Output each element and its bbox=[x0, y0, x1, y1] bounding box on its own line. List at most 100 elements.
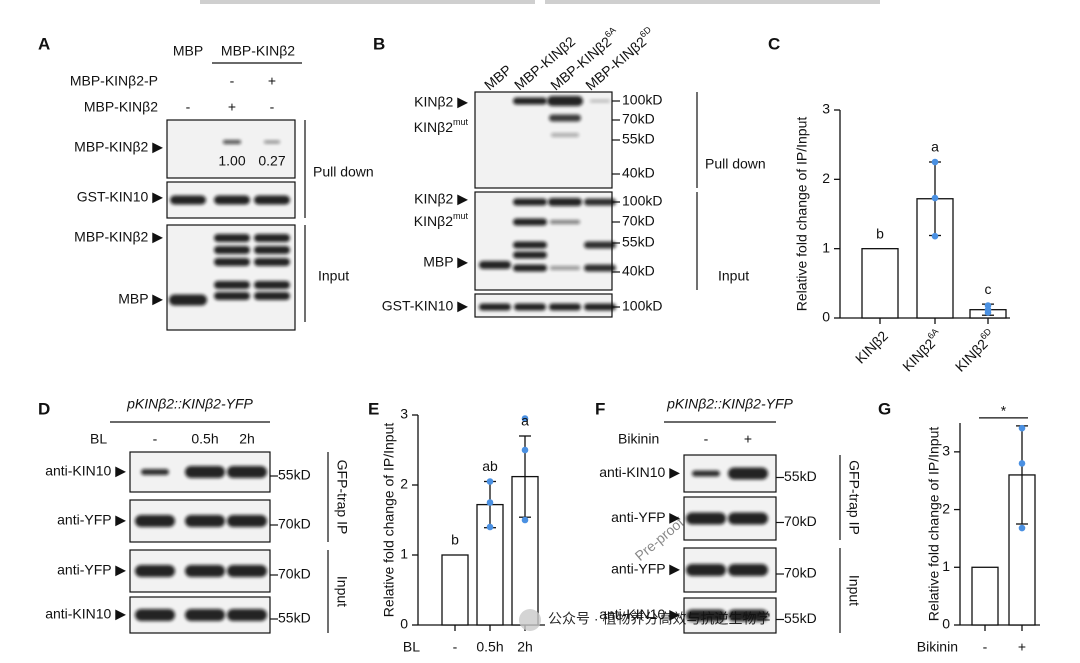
watermark-icon bbox=[519, 609, 541, 631]
quantification: 1.00 bbox=[218, 153, 245, 169]
band bbox=[185, 609, 225, 621]
bracket-label: GFP-trap IP bbox=[334, 460, 350, 535]
condition-label: + bbox=[744, 431, 752, 447]
band bbox=[548, 198, 582, 206]
mw-label: 70kD bbox=[278, 566, 311, 582]
blot-label-sup: mut bbox=[453, 117, 469, 127]
data-point bbox=[521, 415, 529, 422]
band bbox=[549, 114, 581, 122]
band bbox=[514, 303, 546, 311]
row-mark: + bbox=[268, 73, 276, 89]
band bbox=[223, 140, 241, 144]
band bbox=[479, 261, 511, 269]
blot-label: KINβ2mut bbox=[414, 117, 469, 134]
y-tick-label: 3 bbox=[822, 101, 830, 117]
band bbox=[169, 294, 207, 306]
band bbox=[185, 515, 225, 527]
mw-label: 100kD bbox=[622, 193, 662, 209]
band bbox=[513, 218, 547, 226]
band bbox=[214, 246, 250, 254]
band bbox=[728, 609, 768, 622]
band bbox=[254, 246, 290, 254]
mw-label: 55kD bbox=[278, 467, 311, 483]
y-tick-label: 2 bbox=[822, 170, 830, 186]
y-tick-label: 3 bbox=[400, 406, 408, 422]
band bbox=[214, 281, 250, 289]
blot bbox=[166, 119, 296, 179]
panel-label: E bbox=[368, 399, 379, 418]
y-tick-label: 1 bbox=[942, 558, 950, 574]
bar bbox=[441, 554, 469, 626]
blot-label: GST-KIN10 ▶ bbox=[382, 298, 468, 314]
mw-label: 55kD bbox=[784, 468, 817, 484]
significance-letter: b bbox=[876, 225, 884, 241]
blot-label: anti-KIN10 ▶ bbox=[599, 606, 680, 622]
blot-label: MBP ▶ bbox=[423, 254, 468, 270]
top-rule bbox=[200, 0, 535, 4]
significance-letter: b bbox=[451, 532, 459, 548]
mw-label: 70kD bbox=[622, 213, 655, 229]
y-axis-label: Relative fold change of IP/Input bbox=[381, 423, 397, 618]
x-tick-label-base: KINβ2 bbox=[852, 327, 891, 366]
blot-label: anti-KIN10 ▶ bbox=[45, 463, 126, 479]
band bbox=[214, 292, 250, 300]
blot-label: anti-KIN10 ▶ bbox=[599, 464, 680, 480]
treatment-label: Bikinin bbox=[618, 431, 659, 447]
y-axis-label: Relative fold change of IP/Input bbox=[926, 427, 942, 622]
band bbox=[185, 466, 225, 478]
column-label: MBP bbox=[173, 43, 203, 59]
row-mark: + bbox=[228, 99, 236, 115]
panel-label: C bbox=[768, 34, 780, 53]
data-point bbox=[521, 516, 529, 524]
quantification: 0.27 bbox=[258, 153, 285, 169]
watermark: 公众号 · 植物养分高效与抗逆生物学 bbox=[548, 611, 770, 627]
band bbox=[227, 609, 267, 621]
blot-label-sup: mut bbox=[453, 211, 469, 221]
condition-label: 2h bbox=[239, 431, 255, 447]
blot-label: anti-YFP ▶ bbox=[611, 561, 680, 577]
data-point bbox=[984, 309, 992, 316]
blot-label: MBP-KINβ2 ▶ bbox=[74, 229, 163, 245]
panel-title: pKINβ2::KINβ2-YFP bbox=[126, 396, 253, 412]
mw-label: 55kD bbox=[622, 234, 655, 250]
panel-title: pKINβ2::KINβ2-YFP bbox=[666, 396, 793, 412]
band bbox=[227, 515, 267, 527]
data-point bbox=[486, 523, 494, 531]
mw-label: 70kD bbox=[784, 513, 817, 529]
blot-label: GST-KIN10 ▶ bbox=[77, 189, 163, 205]
data-point bbox=[1018, 524, 1026, 532]
y-tick-label: 2 bbox=[942, 500, 950, 516]
band bbox=[254, 292, 290, 300]
y-tick-label: 0 bbox=[400, 616, 408, 632]
bracket-label: Pull down bbox=[313, 164, 374, 180]
mw-label: 55kD bbox=[784, 610, 817, 626]
data-point bbox=[521, 446, 529, 454]
y-tick-label: 2 bbox=[400, 476, 408, 492]
significance-letter: c bbox=[985, 281, 992, 297]
blot-label-base: KINβ2 bbox=[414, 213, 453, 229]
band bbox=[728, 564, 768, 576]
band bbox=[584, 264, 616, 272]
band bbox=[135, 609, 175, 621]
blot-label-base: KINβ2 bbox=[414, 119, 453, 135]
panel-label: F bbox=[595, 399, 605, 418]
bracket-label: Input bbox=[318, 268, 349, 284]
mw-label: 70kD bbox=[622, 111, 655, 127]
mw-label: 55kD bbox=[622, 131, 655, 147]
x-tick-label: KINβ26D bbox=[951, 326, 999, 374]
x-tick-label: + bbox=[1018, 639, 1026, 655]
mw-label: 40kD bbox=[622, 263, 655, 279]
band bbox=[214, 258, 250, 266]
band bbox=[214, 234, 250, 242]
band bbox=[513, 97, 547, 105]
band bbox=[584, 241, 616, 249]
bracket-label: Pull down bbox=[705, 156, 766, 172]
significance-mark: * bbox=[1001, 403, 1007, 419]
condition-label: 0.5h bbox=[191, 431, 218, 447]
band bbox=[170, 195, 206, 205]
significance-letter: a bbox=[931, 139, 939, 155]
band bbox=[185, 565, 225, 577]
band bbox=[254, 234, 290, 242]
x-tick-label: 2h bbox=[517, 639, 533, 655]
band bbox=[135, 515, 175, 527]
